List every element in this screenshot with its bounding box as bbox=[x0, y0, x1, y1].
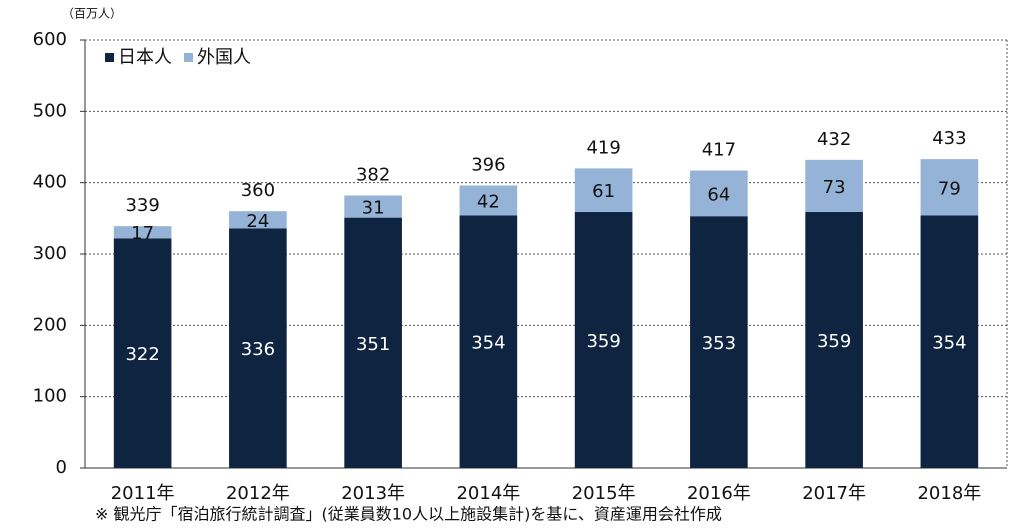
x-tick-label: 2014年 bbox=[456, 483, 520, 504]
data-label: 322 bbox=[125, 344, 159, 365]
bar-segment bbox=[459, 185, 518, 216]
y-tick-label: 300 bbox=[33, 243, 67, 264]
data-label: 73 bbox=[823, 177, 846, 198]
y-tick-label: 100 bbox=[33, 386, 67, 407]
footnote: ※ 観光庁「宿泊旅行統計調査」(従業員数10人以上施設集計)を基に、資産運用会社… bbox=[95, 505, 722, 524]
legend-label: 日本人 bbox=[118, 47, 172, 68]
x-tick-label: 2015年 bbox=[572, 483, 636, 504]
bar-segment bbox=[574, 211, 633, 468]
data-label: 336 bbox=[241, 339, 275, 360]
data-label: 353 bbox=[702, 333, 736, 354]
bar-segment bbox=[920, 159, 979, 216]
bar-segment bbox=[459, 215, 518, 468]
bar-segment bbox=[574, 168, 633, 212]
total-label: 432 bbox=[817, 129, 851, 150]
data-label: 359 bbox=[817, 331, 851, 352]
bar-segment bbox=[113, 226, 172, 239]
y-tick-label: 600 bbox=[33, 29, 67, 50]
legend-swatch bbox=[105, 53, 114, 62]
bar-segment bbox=[229, 228, 287, 468]
x-tick-label: 2017年 bbox=[802, 483, 866, 504]
x-tick-label: 2018年 bbox=[917, 483, 981, 504]
bar-segment bbox=[229, 211, 287, 229]
total-label: 419 bbox=[586, 137, 620, 158]
data-label: 42 bbox=[477, 192, 500, 213]
total-label: 433 bbox=[932, 128, 966, 149]
x-tick-label: 2016年 bbox=[687, 483, 751, 504]
y-unit: （百万人） bbox=[62, 7, 122, 21]
total-label: 360 bbox=[241, 180, 275, 201]
data-label: 351 bbox=[356, 334, 390, 355]
bar-segment bbox=[690, 170, 748, 217]
total-label: 382 bbox=[356, 165, 390, 186]
legend-swatch bbox=[184, 53, 193, 62]
bar-segment bbox=[805, 159, 863, 212]
data-label: 79 bbox=[938, 178, 961, 199]
x-tick-label: 2011年 bbox=[111, 483, 175, 504]
y-tick-label: 200 bbox=[33, 314, 67, 335]
bar-segment bbox=[690, 216, 748, 468]
data-label: 61 bbox=[592, 181, 615, 202]
data-label: 24 bbox=[246, 211, 269, 232]
data-label: 354 bbox=[471, 333, 505, 354]
bar-segment bbox=[113, 238, 172, 468]
y-tick-label: 0 bbox=[56, 457, 67, 478]
x-tick-label: 2012年 bbox=[226, 483, 290, 504]
data-label: 354 bbox=[932, 333, 966, 354]
data-label: 64 bbox=[707, 184, 730, 205]
total-label: 339 bbox=[125, 195, 159, 216]
y-tick-label: 500 bbox=[33, 100, 67, 121]
bar-segment bbox=[344, 195, 402, 218]
total-label: 396 bbox=[471, 155, 505, 176]
data-label: 359 bbox=[586, 331, 620, 352]
bar-segment bbox=[344, 217, 402, 468]
bar-segment bbox=[920, 215, 979, 468]
data-label: 31 bbox=[362, 198, 385, 219]
data-label: 17 bbox=[131, 223, 154, 244]
x-tick-label: 2013年 bbox=[341, 483, 405, 504]
total-label: 417 bbox=[702, 140, 736, 161]
y-tick-label: 400 bbox=[33, 172, 67, 193]
bar-segment bbox=[805, 211, 863, 468]
legend-label: 外国人 bbox=[197, 47, 251, 68]
